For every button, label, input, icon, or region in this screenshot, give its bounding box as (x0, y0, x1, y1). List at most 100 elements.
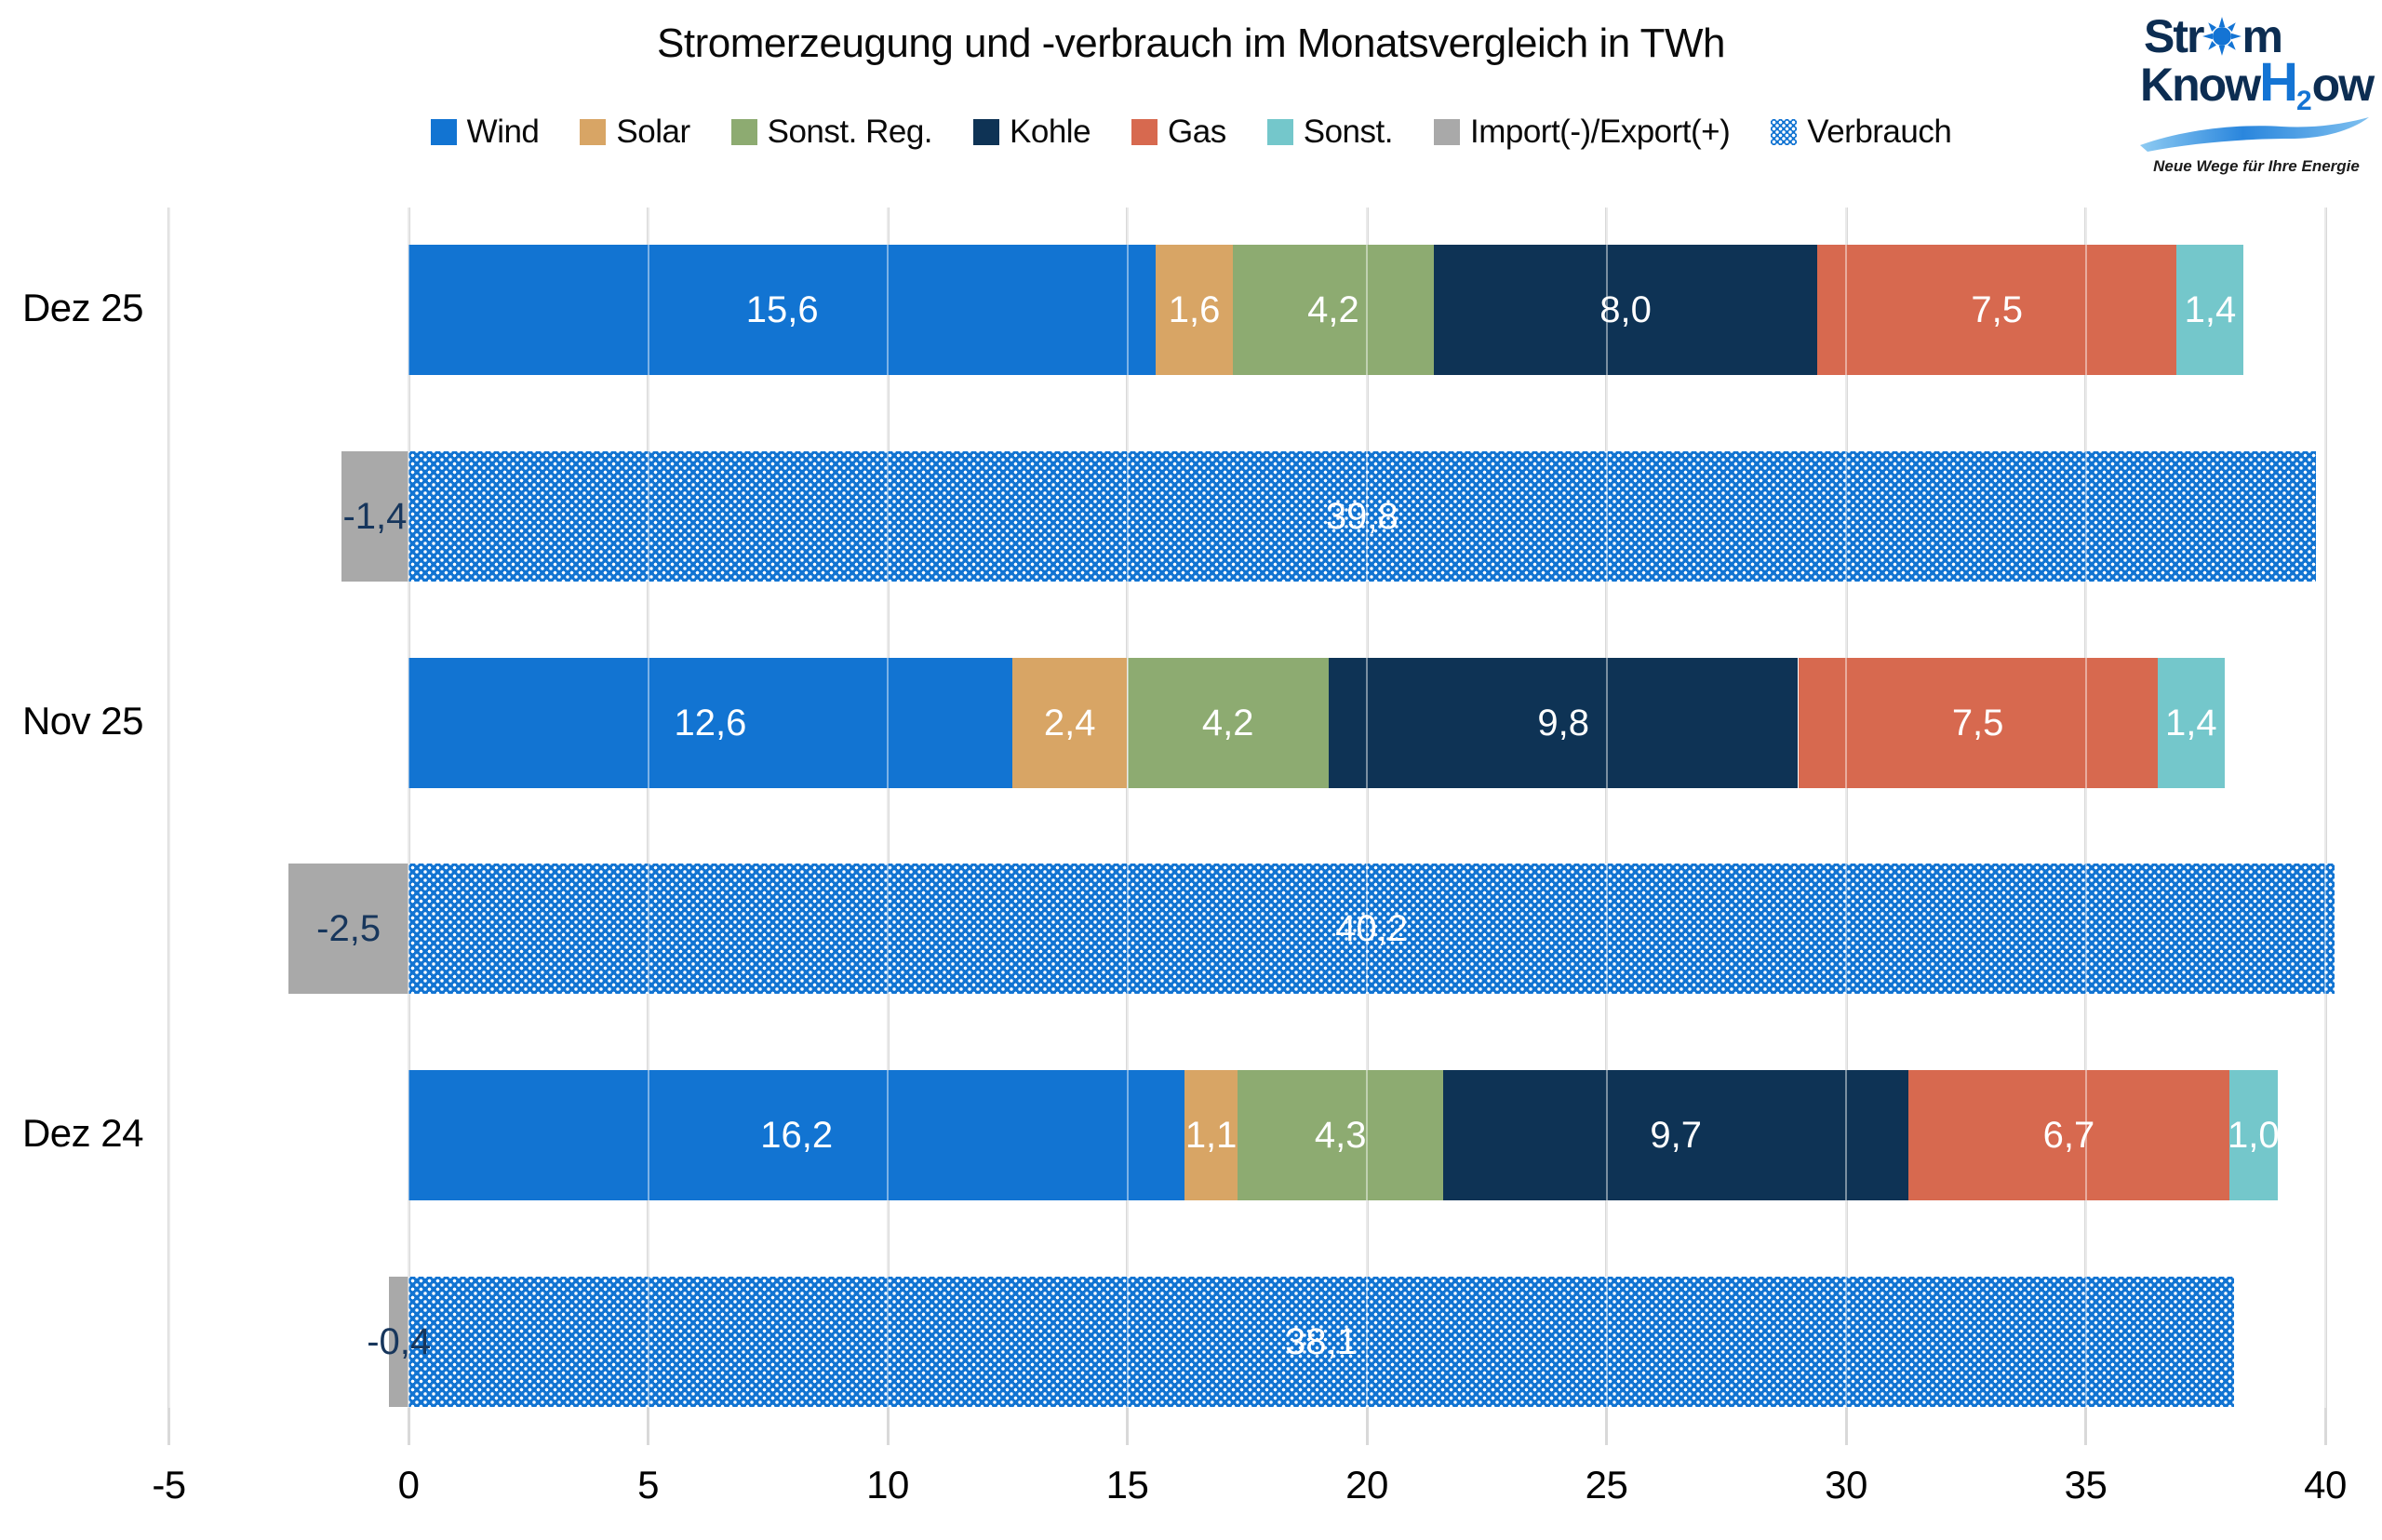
bar-row-generation: 16,2 1,1 4,3 9,7 6,7 1,0 (0, 1070, 2382, 1200)
gridline (1126, 208, 1129, 1445)
bar-row-generation: 12,6 2,4 4,2 9,8 7,5 1,4 (0, 658, 2382, 788)
legend-label: Wind (466, 114, 540, 150)
bar-segment-sonst-reg: 4,3 (1237, 1070, 1444, 1200)
gridline (1365, 208, 1369, 1445)
legend-label: Verbrauch (1807, 114, 1952, 150)
data-label-gas: 6,7 (2042, 1114, 2095, 1156)
data-label-gas: 7,5 (1951, 702, 2004, 743)
legend-item: Verbrauch (1771, 114, 1952, 151)
data-label-sonst: 1,4 (2164, 702, 2217, 743)
bar-segment-kohle: 9,7 (1443, 1070, 1908, 1200)
logo-wordmark-strom: Str m (2144, 13, 2373, 60)
bar-segment-wind: 12,6 (408, 658, 1012, 788)
bar-segment-solar: 2,4 (1011, 658, 1128, 788)
bar-segment-import-export: -1,4 (341, 451, 408, 582)
legend-swatch-sonst-reg (730, 119, 757, 145)
legend-item: Sonst. (1266, 114, 1394, 151)
data-label-solar: 2,4 (1043, 702, 1096, 743)
bar-segment-gas: 6,7 (1907, 1070, 2229, 1200)
gridline (2323, 208, 2327, 1445)
legend-swatch-import-export (1433, 119, 1460, 145)
x-tick-label: 5 (637, 1463, 659, 1507)
data-label-sonst: 1,4 (2184, 288, 2237, 330)
bar-segment-sonst: 1,4 (2157, 658, 2225, 788)
logo: Str m KnowH2ow (2140, 13, 2375, 175)
legend-swatch-wind (430, 119, 457, 145)
bar-segment-sonst-reg: 4,2 (1127, 658, 1329, 788)
bar-segment-verbrauch: 38,1 (408, 1277, 2235, 1407)
gridline (647, 208, 649, 1445)
logo-text-h: H (2259, 52, 2298, 113)
legend-label: Gas (1168, 114, 1226, 150)
data-label-wind: 15,6 (745, 288, 819, 330)
bar-segment-gas: 7,5 (1798, 658, 2158, 788)
legend-item: Solar (580, 114, 690, 151)
bar-segment-import-export: -2,5 (288, 864, 408, 994)
x-tick-label: -5 (152, 1463, 186, 1507)
logo-wordmark-knowhow: KnowH2ow (2140, 56, 2375, 116)
legend-swatch-sonst (1266, 119, 1293, 145)
legend-swatch-verbrauch (1771, 119, 1798, 145)
data-label-import-export: -2,5 (316, 907, 381, 949)
data-label-sonst-reg: 4,2 (1201, 702, 1254, 743)
legend-item: Wind (430, 114, 540, 151)
chart-title: Stromerzeugung und -verbrauch im Monatsv… (657, 20, 1726, 66)
data-label-verbrauch: 38,1 (1285, 1320, 1358, 1362)
category-label: Dez 25 (21, 286, 144, 329)
data-label-solar: 1,1 (1184, 1114, 1238, 1156)
legend-label: Sonst. Reg. (767, 114, 933, 150)
x-tick-label: 15 (1105, 1463, 1149, 1507)
bar-row-consumption: -0,4 38,1 (0, 1277, 2382, 1407)
bar-segment-verbrauch: 39,8 (408, 451, 2316, 582)
category-label: Nov 25 (21, 699, 144, 743)
data-label-verbrauch: 40,2 (1335, 907, 1409, 949)
logo-text-2: 2 (2295, 86, 2312, 116)
logo-tagline: Neue Wege für Ihre Energie (2153, 157, 2360, 175)
logo-text-ow: ow (2311, 59, 2375, 111)
bar-segment-gas: 7,5 (1817, 245, 2177, 375)
x-tick-label: 30 (1825, 1463, 1867, 1507)
data-label-verbrauch: 39,8 (1325, 495, 1398, 537)
legend-item: Gas (1131, 114, 1226, 151)
legend: Wind Solar Sonst. Reg. Kohle Gas Sonst. Import… (0, 114, 2382, 151)
bar-segment-sonst: 1,4 (2176, 245, 2244, 375)
bar-segment-solar: 1,1 (1184, 1070, 1238, 1200)
data-label-sonst-reg: 4,2 (1307, 288, 1359, 330)
legend-label: Kohle (1010, 114, 1091, 150)
gridline (167, 208, 170, 1445)
bar-segment-sonst-reg: 4,2 (1232, 245, 1435, 375)
logo-text-m: m (2241, 10, 2282, 62)
gridline (2084, 208, 2087, 1445)
legend-label: Sonst. (1303, 114, 1394, 150)
data-label-kohle: 9,8 (1537, 702, 1589, 743)
gridline (886, 208, 890, 1445)
logo-swoosh-wave (2140, 117, 2369, 152)
bar-segment-kohle: 9,8 (1328, 658, 1799, 788)
logo-text-know: Know (2140, 59, 2261, 111)
legend-label: Solar (616, 114, 690, 150)
x-tick-label: 35 (2064, 1463, 2108, 1507)
data-label-import-export: -1,4 (342, 495, 408, 537)
x-tick-label: 0 (397, 1463, 420, 1507)
data-label-wind: 12,6 (674, 702, 747, 743)
legend-item: Kohle (973, 114, 1091, 151)
legend-item: Sonst. Reg. (730, 114, 933, 151)
data-label-solar: 1,6 (1168, 288, 1221, 330)
bar-segment-wind: 16,2 (408, 1070, 1185, 1200)
x-tick-label: 20 (1345, 1463, 1388, 1507)
data-label-wind: 16,2 (760, 1114, 834, 1156)
data-label-sonst-reg: 4,3 (1314, 1114, 1367, 1156)
category-label: Dez 24 (21, 1111, 144, 1155)
data-label-gas: 7,5 (1971, 288, 2024, 330)
data-label-kohle: 8,0 (1599, 288, 1652, 330)
sun-icon (2202, 17, 2242, 56)
bar-segment-verbrauch: 40,2 (408, 864, 2335, 994)
legend-swatch-solar (580, 119, 607, 145)
bar-row-consumption: -1,4 39,8 (0, 451, 2382, 582)
legend-label: Import(-)/Export(+) (1469, 114, 1731, 150)
data-label-import-export: -0,4 (367, 1320, 432, 1362)
legend-swatch-kohle (973, 119, 1000, 145)
bar-segment-import-export: -0,4 (367, 1277, 431, 1407)
